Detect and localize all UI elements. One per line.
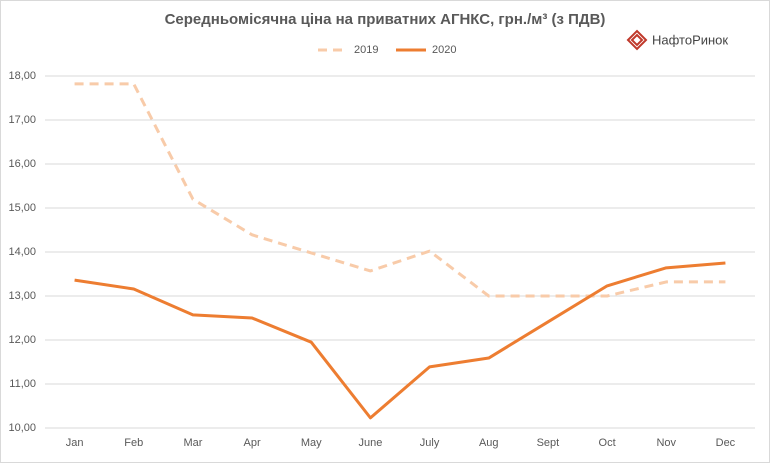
logo-text: НафтоРинок — [652, 32, 728, 47]
y-tick-label: 10,00 — [8, 422, 36, 434]
x-tick-label: June — [358, 437, 382, 449]
x-tick-label: Apr — [244, 437, 261, 449]
x-tick-label: May — [301, 437, 322, 449]
x-tick-label: Feb — [124, 437, 143, 449]
series-line — [74, 261, 726, 420]
y-tick-label: 11,00 — [9, 378, 36, 390]
x-tick-label: July — [420, 437, 440, 449]
logo-icon — [626, 29, 648, 51]
x-tick-label: Sept — [537, 437, 560, 449]
series-line — [74, 82, 726, 298]
x-tick-label: Mar — [183, 437, 202, 449]
chart-title: Середньомісячна ціна на приватних АГНКС,… — [165, 11, 606, 28]
legend-label: 2020 — [432, 44, 456, 56]
logo: НафтоРинок — [626, 29, 728, 51]
y-tick-label: 12,00 — [8, 334, 36, 346]
x-tick-label: Oct — [599, 437, 616, 449]
x-tick-label: Jan — [66, 437, 84, 449]
y-tick-label: 15,00 — [8, 202, 36, 214]
x-tick-label: Nov — [656, 437, 676, 449]
legend-label: 2019 — [354, 44, 378, 56]
y-tick-label: 17,00 — [8, 114, 36, 126]
y-tick-label: 16,00 — [8, 158, 36, 170]
y-tick-label: 18,00 — [8, 70, 36, 82]
x-tick-label: Dec — [716, 437, 736, 449]
x-tick-label: Aug — [479, 437, 499, 449]
y-tick-label: 14,00 — [8, 246, 36, 258]
y-tick-label: 13,00 — [8, 290, 36, 302]
